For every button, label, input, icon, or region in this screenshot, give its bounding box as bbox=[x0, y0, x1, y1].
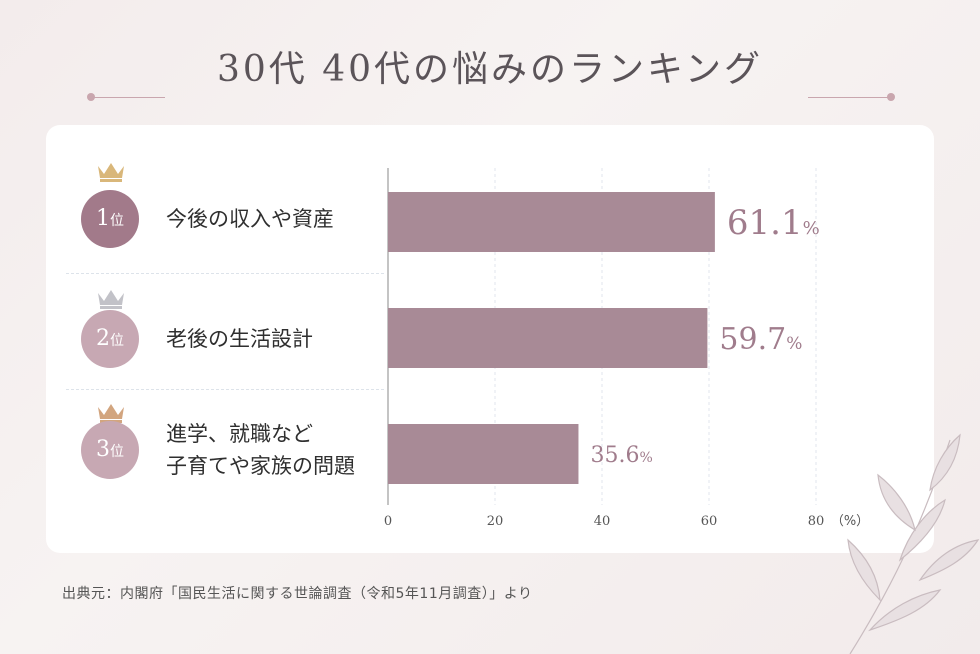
rank-row-1: 1位 今後の収入や資産 bbox=[60, 160, 380, 260]
bar-value-label: 35.6% bbox=[590, 443, 652, 468]
rank-label-line: 子育てや家族の問題 bbox=[166, 454, 355, 478]
title-dot-right bbox=[887, 93, 895, 101]
source-note: 出典元：内閣府「国民生活に関する世論調査（令和5年11月調査）」より bbox=[62, 586, 533, 602]
rank-badge-3: 3位 bbox=[81, 421, 139, 479]
rank-label-line: 進学、就職など bbox=[166, 422, 313, 446]
gold-crown-icon bbox=[98, 163, 124, 182]
x-tick-label: 0 bbox=[384, 514, 392, 529]
rank-suffix: 位 bbox=[110, 444, 124, 460]
bar-value-number: 61.1 bbox=[727, 203, 803, 243]
x-tick-label: 80 bbox=[808, 514, 825, 529]
silver-crown-icon bbox=[98, 290, 124, 309]
rank-badge-2: 2位 bbox=[81, 310, 139, 368]
bar-value-number: 35.6 bbox=[590, 443, 639, 468]
page-title: 30代 40代の悩みのランキング bbox=[217, 49, 763, 90]
rank-row-2: 2位 老後の生活設計 bbox=[60, 287, 380, 387]
rank-suffix: 位 bbox=[110, 213, 124, 229]
x-tick-label: 40 bbox=[594, 514, 611, 529]
bar bbox=[388, 308, 708, 368]
leaf-decoration-icon bbox=[847, 433, 980, 654]
rank-label-1: 今後の収入や資産 bbox=[166, 203, 334, 235]
bar-value-label: 59.7% bbox=[719, 322, 802, 357]
row-separator bbox=[66, 389, 384, 390]
x-tick-label: 60 bbox=[701, 514, 718, 529]
bar-value-number: 59.7 bbox=[719, 322, 786, 357]
rank-label-line: 老後の生活設計 bbox=[166, 327, 313, 351]
bar bbox=[388, 192, 715, 252]
rank-badge-1: 1位 bbox=[81, 190, 139, 248]
bar bbox=[388, 424, 579, 484]
title-dot-left bbox=[87, 93, 95, 101]
rank-label-3: 進学、就職など 子育てや家族の問題 bbox=[166, 418, 355, 482]
rank-suffix: 位 bbox=[110, 333, 124, 349]
bar-value-label: 61.1% bbox=[727, 203, 820, 243]
rank-number: 3 bbox=[96, 437, 110, 462]
rank-number: 2 bbox=[96, 326, 110, 351]
rank-row-3: 3位 進学、就職など 子育てや家族の問題 bbox=[60, 401, 380, 501]
title-divider-left bbox=[92, 97, 165, 98]
rank-label-line: 今後の収入や資産 bbox=[166, 207, 334, 231]
title-divider-right bbox=[808, 97, 892, 98]
rank-number: 1 bbox=[96, 206, 110, 231]
x-unit-label: （%） bbox=[831, 514, 869, 529]
row-separator bbox=[66, 273, 384, 274]
bar-value-unit: % bbox=[786, 334, 802, 354]
bar-value-unit: % bbox=[639, 450, 652, 466]
rank-label-2: 老後の生活設計 bbox=[166, 323, 313, 355]
x-tick-label: 20 bbox=[487, 514, 504, 529]
bar-value-unit: % bbox=[803, 218, 820, 239]
